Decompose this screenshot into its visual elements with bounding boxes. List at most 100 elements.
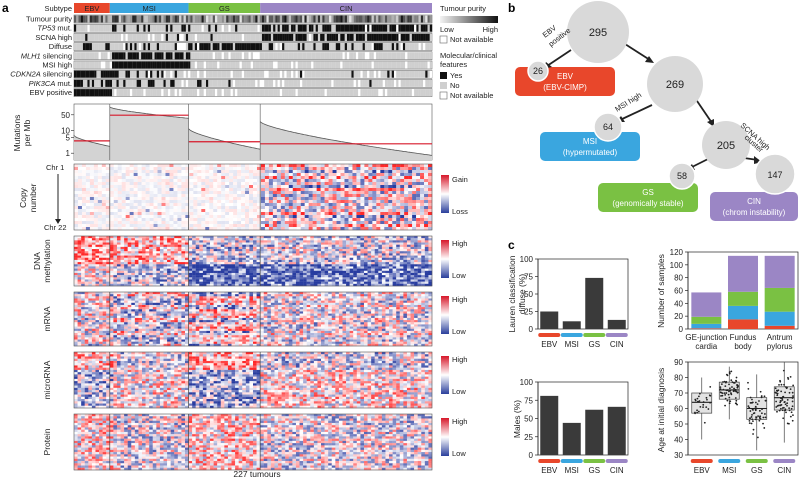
lauren-cat-swatch-3 — [605, 333, 628, 337]
omics-heatmap-1 — [73, 291, 433, 347]
age-point-3-50 — [774, 391, 777, 394]
age-point-1-59 — [724, 385, 727, 387]
age-point-2-54 — [749, 410, 752, 412]
age-point-1-62 — [722, 388, 725, 391]
no-swatch — [440, 82, 447, 89]
mut-curve-1 — [109, 106, 189, 119]
feature-track-8 — [73, 88, 433, 97]
age-point-1-57 — [736, 391, 739, 394]
age-point-1-26 — [730, 370, 733, 373]
age-point-3-42 — [786, 404, 788, 407]
age-point-2-3 — [762, 416, 765, 419]
mutations-plot: Mutations per Mb 50 105 1 — [12, 103, 433, 161]
age-point-1-10 — [724, 397, 727, 400]
node-64-value: 64 — [603, 122, 613, 132]
age-point-2-45 — [757, 415, 759, 418]
age-point-3-16 — [788, 407, 791, 410]
na-swatch — [439, 91, 448, 100]
lauren-ytick-label-3: 75 — [524, 273, 533, 282]
age-point-0-23 — [697, 400, 700, 403]
omics-heatmap-3 — [73, 413, 433, 471]
age-cat-swatch-3 — [773, 459, 796, 463]
males-ytick-label-4: 100 — [520, 378, 534, 387]
gs-box — [598, 183, 698, 212]
age-point-0-17 — [698, 392, 701, 395]
location-bar-2-msi — [764, 311, 795, 326]
age-point-3-11 — [778, 409, 781, 412]
age-point-3-58 — [784, 391, 786, 394]
cn-heatmap-cells — [73, 163, 433, 231]
omics-low-3: Low — [452, 449, 466, 458]
males-ytick-label-2: 50 — [524, 415, 533, 424]
age-point-3-59 — [791, 391, 794, 394]
location-ytick-label-0: 0 — [679, 325, 684, 334]
age-point-2-13 — [752, 428, 755, 431]
node-295-value: 295 — [589, 27, 607, 39]
age-point-2-16 — [754, 405, 757, 408]
omics-scale-3 — [441, 418, 449, 456]
location-ylabel: Number of samples — [656, 254, 666, 328]
node-205 — [702, 121, 750, 169]
purity-legend: Tumour purity Low High Not available — [439, 4, 498, 44]
age-point-0-6 — [696, 397, 699, 400]
age-ytick-label-4: 70 — [674, 389, 683, 398]
node-58 — [668, 162, 696, 190]
location-bar-2-gs — [764, 287, 795, 312]
age-boxplot: 30 40 50 60 70 80 90 Age at initial diagnosis EB… — [656, 358, 799, 475]
age-point-2-4 — [750, 422, 753, 425]
feature-label-4: MLH1 silencing — [21, 51, 72, 60]
age-point-0-1 — [702, 406, 704, 409]
copy-number-plot: Copy number Chr 1 Chr 22 Gain Loss — [18, 163, 468, 232]
feature-label-7: PIK3CA mut. — [29, 79, 72, 88]
age-point-2-0 — [758, 419, 761, 422]
cn-ylabel2: number — [28, 183, 38, 212]
age-point-1-12 — [730, 379, 733, 382]
node-205-value: 205 — [717, 140, 735, 152]
age-point-2-56 — [749, 417, 751, 419]
panel-b: EBV (EBV-CIMP) MSI (hypermutated) GS (ge… — [515, 1, 798, 221]
location-cat-label-1-1: body — [734, 342, 751, 351]
node-26 — [527, 60, 549, 82]
males-ylabel: Males (%) — [512, 400, 522, 438]
age-cat-label-1: MSI — [722, 466, 736, 475]
arrow-269-205 — [694, 97, 713, 124]
age-point-3-49 — [786, 398, 789, 401]
mut-tick-label-2: 5 — [66, 133, 71, 142]
feature-track-0 — [73, 14, 433, 24]
feature-track-7 — [73, 79, 433, 88]
age-point-0-20 — [694, 399, 697, 402]
mutations-marks — [73, 103, 433, 161]
age-point-1-49 — [734, 402, 737, 405]
mut-tick-label-0: 50 — [61, 111, 70, 120]
mut-tick-label-1: 10 — [61, 127, 70, 136]
age-point-2-6 — [749, 396, 752, 399]
age-ytick-label-0: 30 — [674, 451, 683, 460]
males-cat-swatch-2 — [583, 459, 606, 463]
age-box-0 — [691, 392, 713, 414]
age-point-2-55 — [755, 407, 758, 410]
age-point-0-18 — [697, 395, 700, 398]
age-point-3-41 — [789, 388, 792, 390]
node-64 — [593, 112, 623, 142]
subtype-segment-gs — [188, 3, 261, 13]
age-point-3-44 — [781, 409, 784, 412]
age-point-0-22 — [708, 394, 711, 397]
age-point-2-33 — [752, 409, 754, 411]
age-point-2-12 — [747, 387, 750, 390]
subtype-segment-cin — [260, 3, 432, 13]
males-bar-1 — [562, 422, 581, 455]
location-bar-1-ebv — [728, 319, 758, 329]
age-point-3-53 — [782, 406, 785, 409]
males-cat-label-1: MSI — [565, 466, 579, 475]
omics-heatmap-0 — [73, 235, 433, 287]
lauren-cat-label-2: GS — [588, 340, 600, 349]
age-point-3-69 — [786, 402, 789, 405]
males-cat-swatch-0 — [538, 459, 561, 463]
yes-swatch — [440, 72, 447, 79]
age-point-1-25 — [725, 389, 728, 392]
location-cat-label-2-0: Antrum — [767, 333, 793, 342]
location-ytick-label-5: 100 — [670, 261, 684, 270]
age-cat-label-2: GS — [751, 466, 763, 475]
males-ytick-label-1: 25 — [524, 433, 533, 442]
omics-scale-0 — [441, 240, 449, 278]
